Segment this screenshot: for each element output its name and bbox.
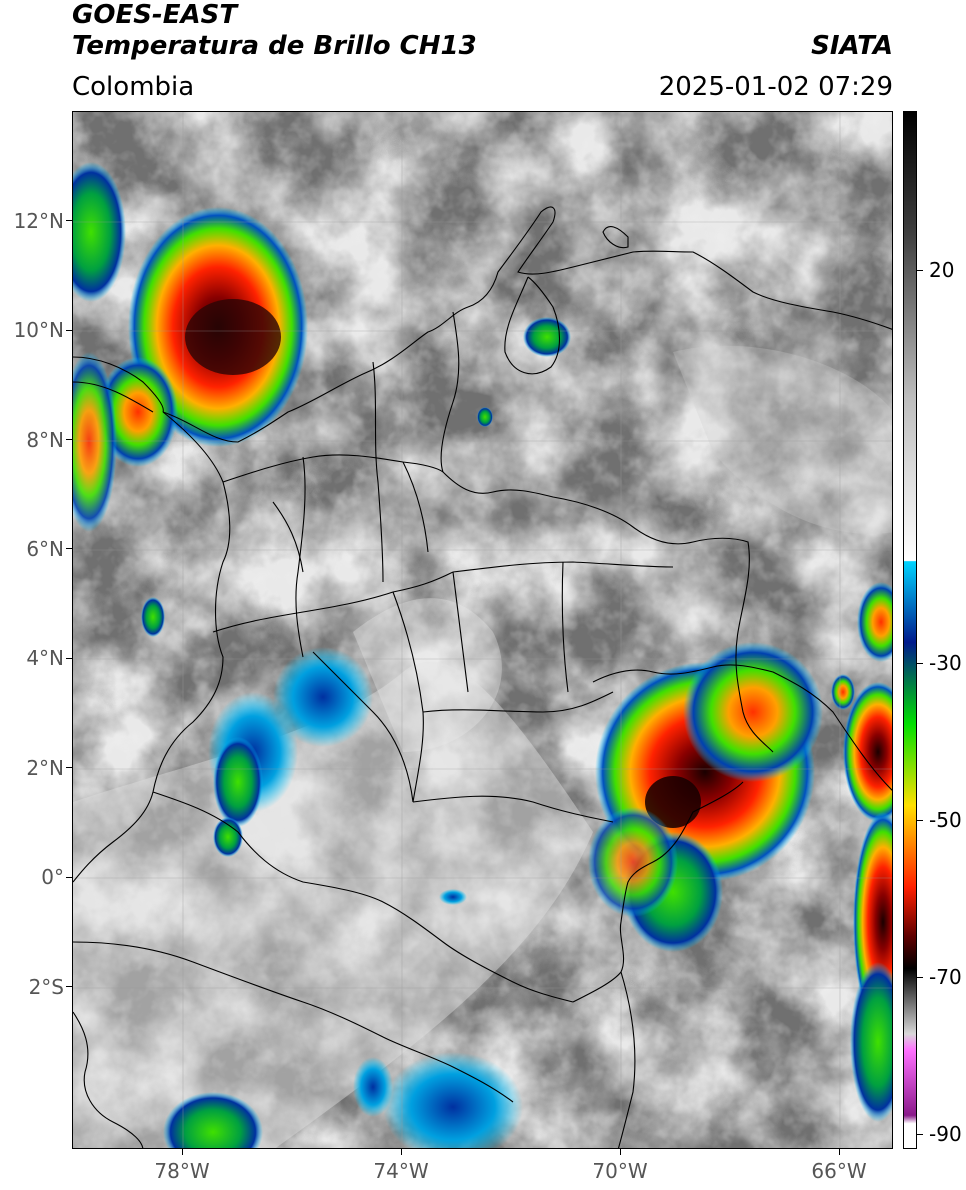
lon-tick — [839, 1149, 840, 1155]
lon-label-70w: 70°W — [592, 1159, 648, 1183]
lat-label-8n: 8°N — [26, 428, 64, 452]
lat-label-2n: 2°N — [26, 756, 64, 780]
lat-tick — [66, 439, 72, 440]
lat-tick — [66, 877, 72, 878]
lat-tick — [66, 986, 72, 987]
lat-tick — [66, 548, 72, 549]
lon-label-66w: 66°W — [811, 1159, 867, 1183]
lat-label-0: 0° — [41, 865, 64, 889]
colorbar-tick — [917, 977, 923, 978]
colorbar-tick — [917, 1134, 923, 1135]
product-title: Temperatura de Brillo CH13 — [72, 31, 477, 61]
lon-tick — [620, 1149, 621, 1155]
colorbar-tick — [917, 820, 923, 821]
datetime-label: 2025-01-02 07:29 — [658, 72, 893, 102]
lat-label-4n: 4°N — [26, 646, 64, 670]
borders — [73, 206, 892, 1148]
graticule — [73, 112, 892, 1148]
colorbar-tick — [917, 663, 923, 664]
colorbar-label-minus70: -70 — [929, 965, 962, 989]
colorbar-label-minus30: -30 — [929, 651, 962, 675]
map-image — [73, 112, 892, 1148]
lon-tick — [182, 1149, 183, 1155]
lat-tick — [66, 658, 72, 659]
colorbar-tick — [917, 270, 923, 271]
lat-label-12n: 12°N — [13, 209, 64, 233]
colorbar-label-minus90: -90 — [929, 1122, 962, 1146]
satellite-title: GOES-EAST — [72, 0, 238, 30]
lat-tick — [66, 220, 72, 221]
lat-label-2s: 2°S — [28, 975, 64, 999]
lon-tick — [401, 1149, 402, 1155]
agency-label: SIATA — [811, 31, 893, 61]
colorbar-label-minus50: -50 — [929, 808, 962, 832]
lon-label-74w: 74°W — [373, 1159, 429, 1183]
lat-label-10n: 10°N — [13, 318, 64, 342]
lat-tick — [66, 767, 72, 768]
colorbar-label-20: 20 — [929, 258, 955, 282]
temperature-colorbar — [903, 111, 917, 1149]
storm-cells — [73, 162, 892, 1148]
lon-label-78w: 78°W — [154, 1159, 210, 1183]
lat-label-6n: 6°N — [26, 537, 64, 561]
satellite-map — [72, 111, 893, 1149]
region-label: Colombia — [72, 72, 195, 102]
lat-tick — [66, 330, 72, 331]
